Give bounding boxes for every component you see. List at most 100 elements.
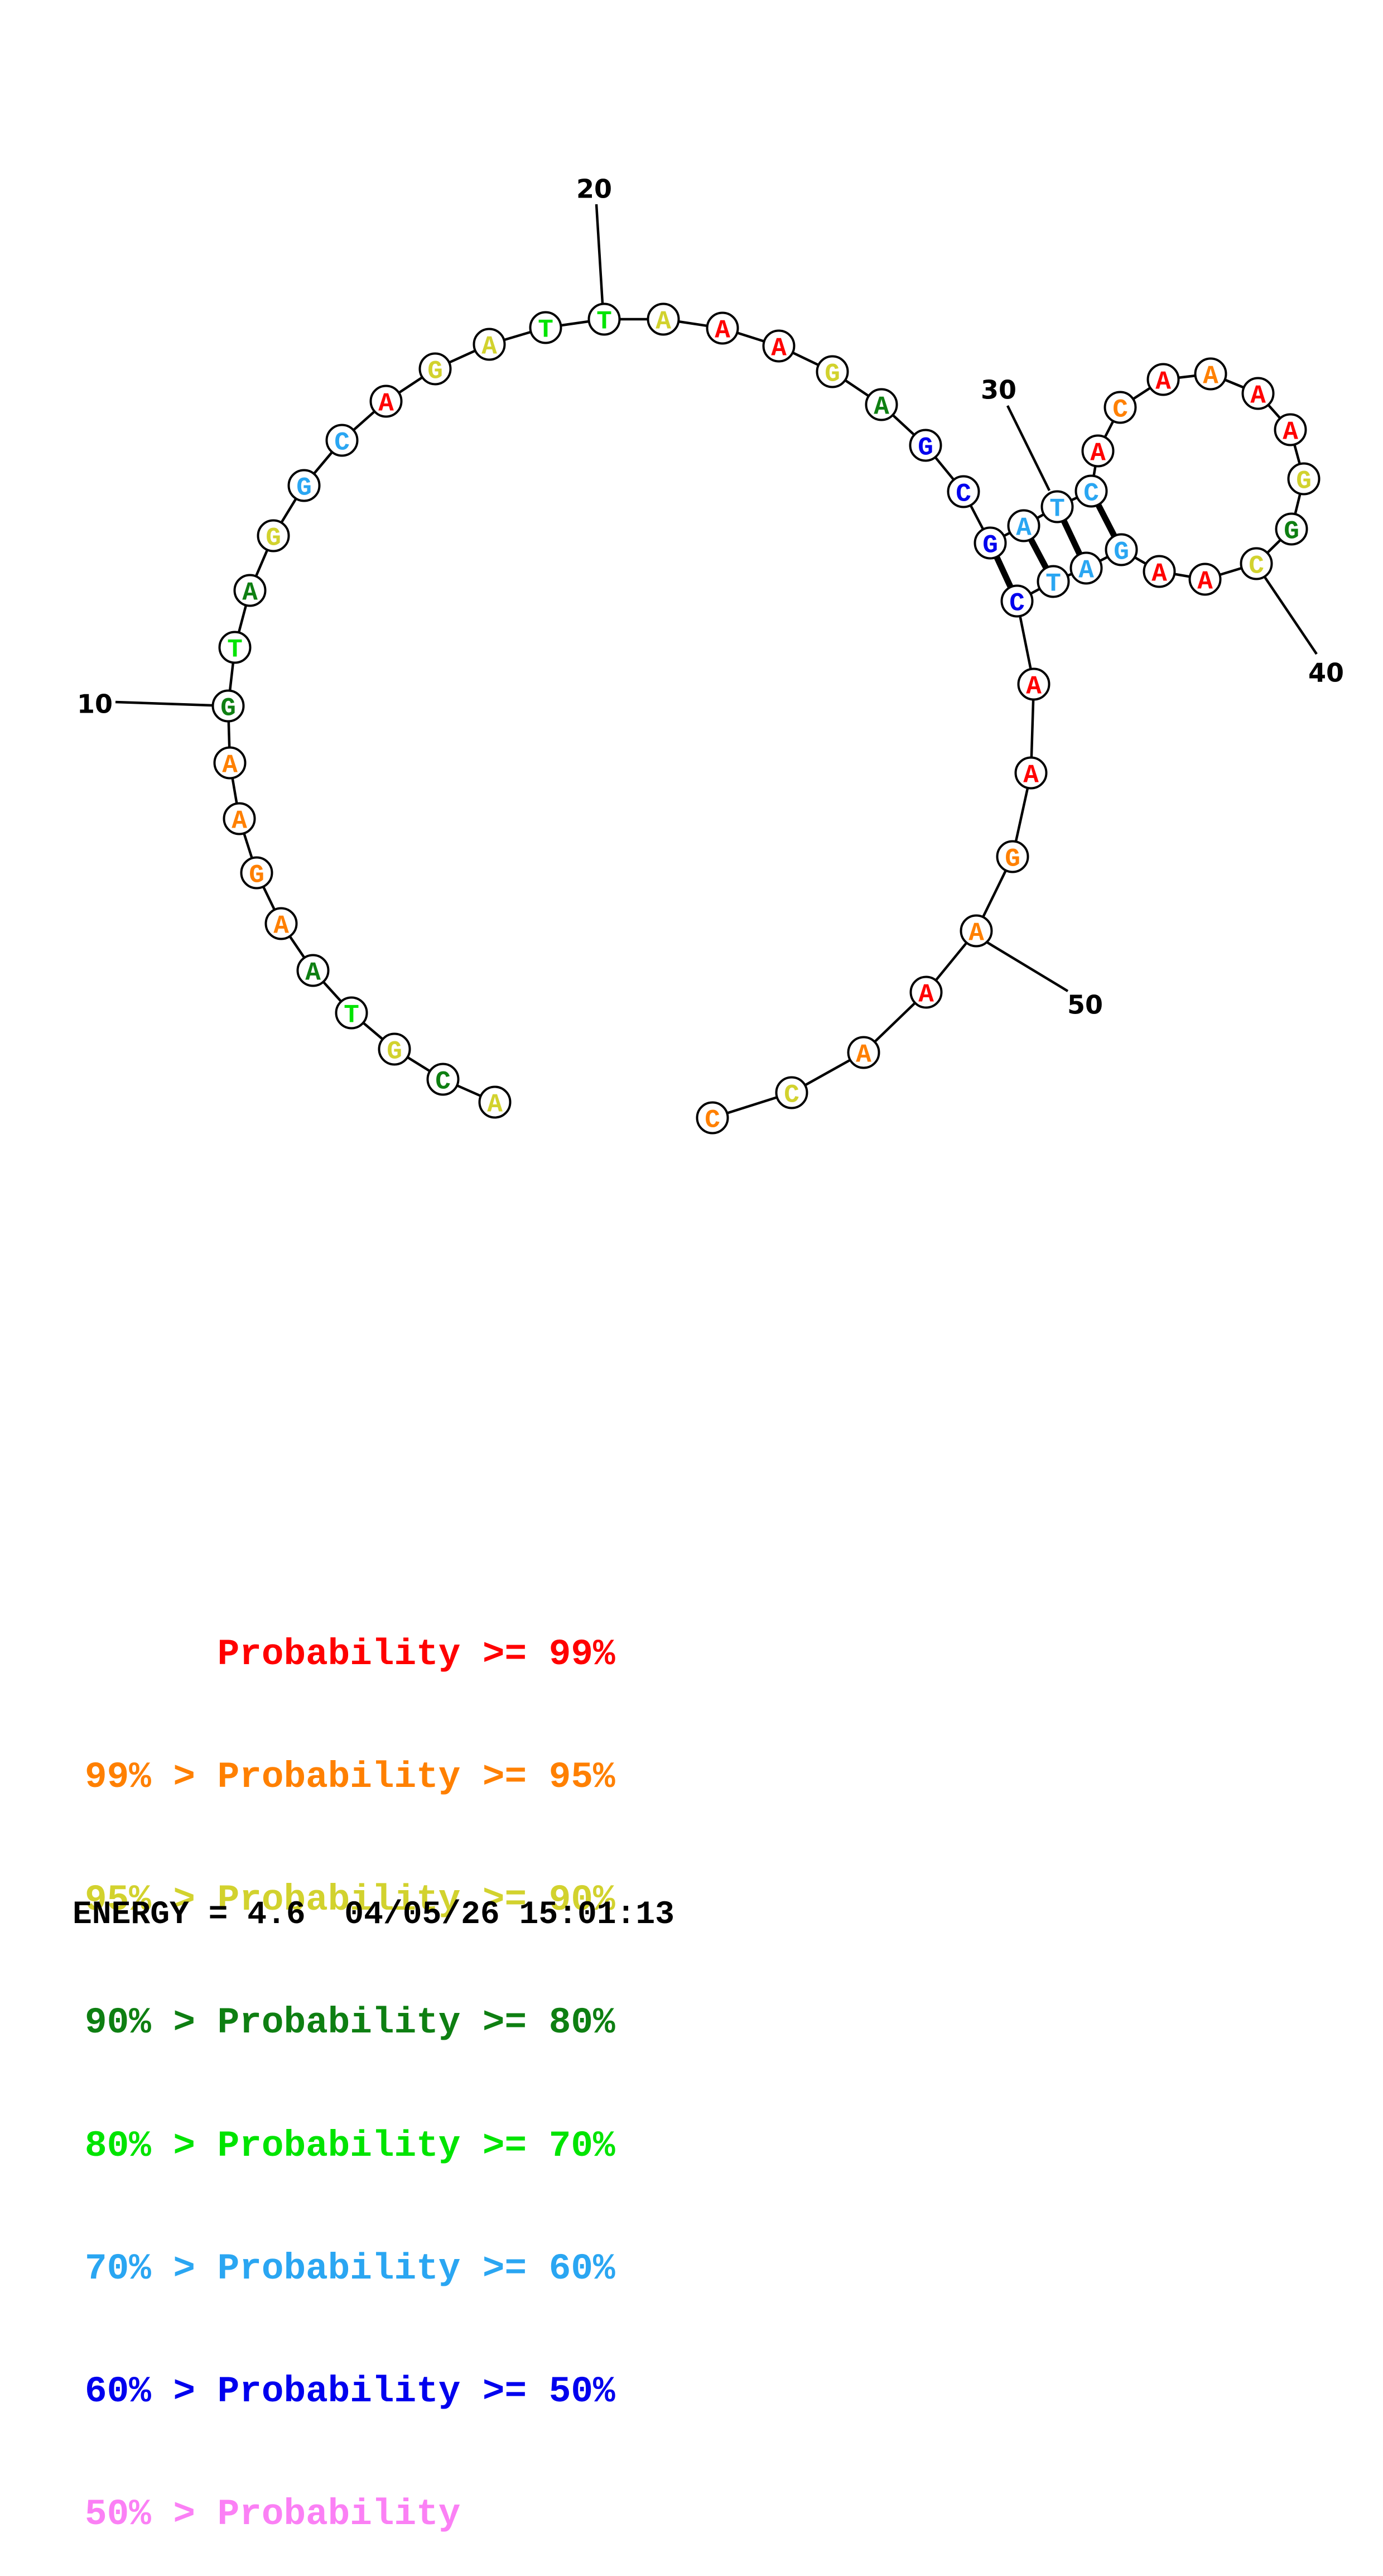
position-labels-layer: 10 20 30 40 50	[77, 174, 1344, 1020]
nucleotide-letter: C	[1112, 396, 1128, 425]
nucleotide-node: A	[1014, 756, 1048, 790]
nucleotide-circle	[1240, 547, 1273, 580]
nucleotide-node: G	[1275, 512, 1308, 546]
nucleotide-node: G	[996, 840, 1029, 874]
nucleotide-node: A	[865, 388, 898, 422]
nucleotide-circle	[996, 840, 1029, 873]
nucleotide-letter: T	[227, 636, 243, 665]
nucleotide-circle	[296, 954, 330, 987]
nucleotide-node: T	[529, 311, 562, 345]
nucleotide-letter: A	[487, 1090, 503, 1119]
nucleotide-letter: C	[334, 429, 350, 458]
position-label: 10	[77, 689, 113, 719]
nucleotide-circle	[529, 311, 562, 344]
nucleotide-circle	[1188, 563, 1222, 596]
nucleotide-node: C	[1240, 547, 1273, 581]
nucleotide-letter: A	[242, 579, 258, 608]
nucleotide-circle	[369, 385, 403, 418]
nucleotide-letter: A	[1250, 382, 1266, 411]
nucleotide-node: G	[909, 429, 942, 463]
nucleotide-letter: T	[1045, 570, 1061, 599]
nucleotide-node: G	[287, 469, 321, 503]
nucleotide-circle	[696, 1101, 729, 1135]
nucleotide-circle	[287, 469, 321, 502]
legend-row-90-95: 95% > Probability >= 90%	[85, 1879, 615, 1921]
nucleotide-letter: G	[1296, 467, 1312, 496]
nucleotide-circle	[223, 802, 256, 835]
nucleotide-circle	[947, 475, 980, 508]
nucleotide-node: T	[587, 302, 621, 337]
nucleotide-node: C	[947, 475, 980, 509]
nucleotide-letter: A	[1283, 418, 1298, 447]
nucleotide-letter: C	[784, 1081, 799, 1110]
nucleotide-letter: C	[956, 480, 971, 509]
nucleotide-circle	[1007, 509, 1040, 542]
nucleotide-letter: A	[1023, 761, 1039, 790]
nucleotide-node: A	[960, 914, 993, 948]
nucleotide-node: A	[473, 328, 506, 362]
nucleotide-node: G	[816, 355, 849, 389]
position-label: 40	[1308, 658, 1344, 688]
nucleotide-circle	[211, 689, 245, 723]
nucleotide-node: C	[325, 424, 359, 458]
nucleotide-letter: T	[596, 307, 612, 337]
nucleotide-node: G	[974, 526, 1007, 560]
nucleotide-node: C	[696, 1101, 729, 1135]
nucleotide-circle	[473, 328, 506, 361]
nucleotide-node: C	[426, 1063, 460, 1097]
nucleotide-letter: G	[266, 524, 281, 553]
nucleotide-circle	[233, 574, 267, 607]
nucleotide-letter: C	[1249, 552, 1264, 581]
nucleotide-letter: A	[715, 316, 730, 345]
nucleotide-node: C	[1074, 474, 1108, 508]
nucleotide-letter: G	[427, 357, 443, 386]
nucleotide-circle	[847, 1036, 880, 1069]
label-leader-line	[595, 204, 604, 304]
nucleotide-circle	[1194, 357, 1227, 391]
nucleotide-letter: A	[1197, 568, 1213, 597]
nucleotide-circle	[865, 388, 898, 421]
nucleotide-letter: A	[222, 751, 238, 780]
nucleotide-circle	[213, 746, 247, 780]
legend-row-50-60: 60% > Probability >= 50%	[85, 2371, 615, 2413]
position-label: 20	[576, 174, 612, 204]
nucleotide-letter: A	[305, 959, 321, 988]
nucleotide-node: A	[1194, 357, 1227, 391]
nucleotide-circle	[816, 355, 849, 388]
nucleotide-letter: C	[705, 1106, 720, 1135]
nucleotide-circle	[1146, 363, 1180, 396]
nucleotide-node: A	[1081, 434, 1115, 468]
nucleotide-circle	[1241, 377, 1275, 410]
nucleotide-circle	[257, 519, 290, 552]
nucleotide-circle	[1274, 413, 1307, 446]
nucleotide-circle	[1017, 667, 1050, 701]
nucleotide-letter: A	[378, 390, 394, 419]
nucleotide-circle	[418, 352, 452, 386]
legend-row-60-70: 70% > Probability >= 60%	[85, 2247, 615, 2290]
nucleotide-letter: A	[656, 307, 671, 337]
nucleotide-node: T	[335, 996, 368, 1030]
nucleotide-letter: A	[232, 807, 247, 836]
nucleotide-node: C	[775, 1076, 808, 1110]
nucleotide-node: T	[1040, 490, 1074, 524]
nucleotide-node: A	[847, 1036, 880, 1070]
nucleotide-circle	[426, 1063, 460, 1096]
nucleotide-letter: G	[982, 531, 998, 560]
nucleotide-node: A	[909, 975, 943, 1010]
nucleotide-node: A	[1188, 563, 1222, 597]
nucleotide-node: A	[1241, 377, 1275, 411]
nucleotide-letter: T	[538, 316, 553, 345]
nucleotide-node: A	[1017, 667, 1050, 701]
nucleotide-node: A	[647, 302, 680, 337]
nucleotide-node: T	[1037, 565, 1070, 599]
nucleotide-circle	[762, 329, 796, 363]
nucleotide-letter: C	[1083, 479, 1099, 508]
nucleotide-circle	[974, 526, 1007, 560]
nucleotide-circle	[647, 302, 680, 336]
nucleotide-circle	[240, 856, 273, 890]
nucleotide-circle	[1081, 434, 1115, 468]
nucleotide-letter: A	[968, 919, 984, 948]
legend-row-below-50: 50% > Probability	[85, 2493, 461, 2536]
nucleotide-node: A	[1069, 551, 1103, 585]
